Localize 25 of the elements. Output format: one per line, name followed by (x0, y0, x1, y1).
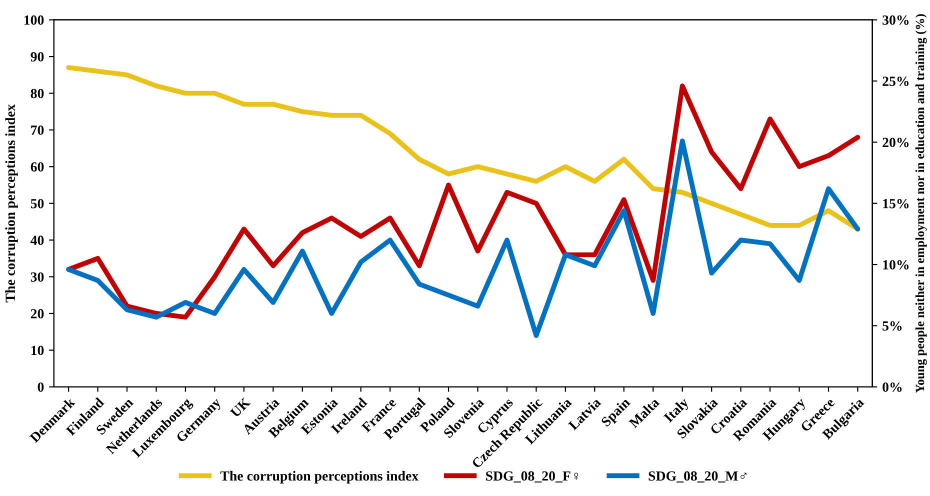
y-axis-title: The corruption perceptions index (5, 104, 18, 302)
y2-tick-label: 10% (883, 260, 909, 270)
legend-label: SDG_08_20_F♀ (486, 471, 578, 482)
y2-tick-label: 20% (882, 138, 909, 148)
y-tick-label: 50 (30, 198, 44, 208)
legend-label: The corruption perceptions index (220, 470, 419, 484)
y-tick-label: 90 (30, 52, 44, 62)
y-tick-label: 10 (31, 346, 44, 356)
y2-tick-label: 5% (882, 321, 902, 331)
y-tick-label: 40 (30, 236, 44, 246)
y2-tick-label: 15% (883, 198, 909, 208)
y-tick-label: 60 (30, 162, 44, 172)
y-tick-label: 0 (38, 382, 44, 392)
y-tick-label: 20 (30, 309, 44, 318)
y2-tick-label: 0% (882, 382, 902, 392)
line-series (66, 138, 860, 338)
y-tick-label: 70 (31, 126, 44, 135)
y-tick-label: 30 (30, 272, 44, 282)
y-tick-label: 100 (24, 15, 44, 25)
legend-label: SDG_08_20_M♂ (648, 471, 746, 482)
y2-tick-label: 25% (882, 76, 909, 86)
line-series (66, 83, 860, 320)
y2-axis-title: Young people neither in employment nor in education and training (%) (915, 14, 927, 393)
y-tick-label: 80 (30, 88, 44, 98)
y2-tick-label: 30% (882, 15, 909, 25)
